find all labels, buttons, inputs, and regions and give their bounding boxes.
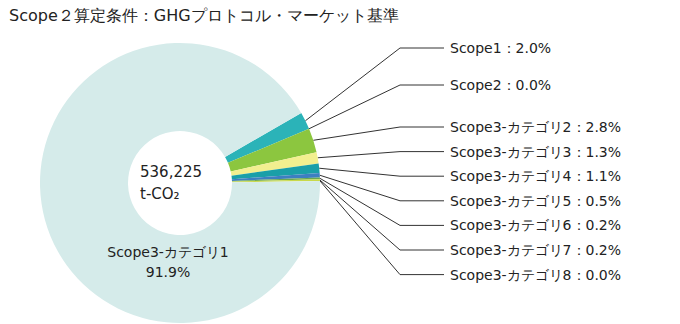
svg-text:t-CO₂: t-CO₂ <box>140 185 180 203</box>
svg-text:91.9%: 91.9% <box>146 264 190 280</box>
svg-text:536,225: 536,225 <box>140 163 202 181</box>
svg-text:Scope3-カテゴリ2：2.8%: Scope3-カテゴリ2：2.8% <box>450 119 621 135</box>
svg-text:Scope3-カテゴリ3：1.3%: Scope3-カテゴリ3：1.3% <box>450 144 621 160</box>
svg-text:Scope3-カテゴリ5：0.5%: Scope3-カテゴリ5：0.5% <box>450 193 621 209</box>
svg-text:Scope3-カテゴリ8：0.0%: Scope3-カテゴリ8：0.0% <box>450 267 621 283</box>
svg-text:Scope3-カテゴリ1: Scope3-カテゴリ1 <box>107 244 229 260</box>
svg-text:Scope3-カテゴリ4：1.1%: Scope3-カテゴリ4：1.1% <box>450 168 621 184</box>
svg-text:Scope２算定条件：GHGプロトコル・マーケット基準: Scope２算定条件：GHGプロトコル・マーケット基準 <box>9 6 399 25</box>
svg-text:Scope1：2.0%: Scope1：2.0% <box>450 40 551 56</box>
svg-text:Scope3-カテゴリ6：0.2%: Scope3-カテゴリ6：0.2% <box>450 217 621 233</box>
svg-text:Scope2：0.0%: Scope2：0.0% <box>450 77 551 93</box>
svg-text:Scope3-カテゴリ7：0.2%: Scope3-カテゴリ7：0.2% <box>450 242 621 258</box>
